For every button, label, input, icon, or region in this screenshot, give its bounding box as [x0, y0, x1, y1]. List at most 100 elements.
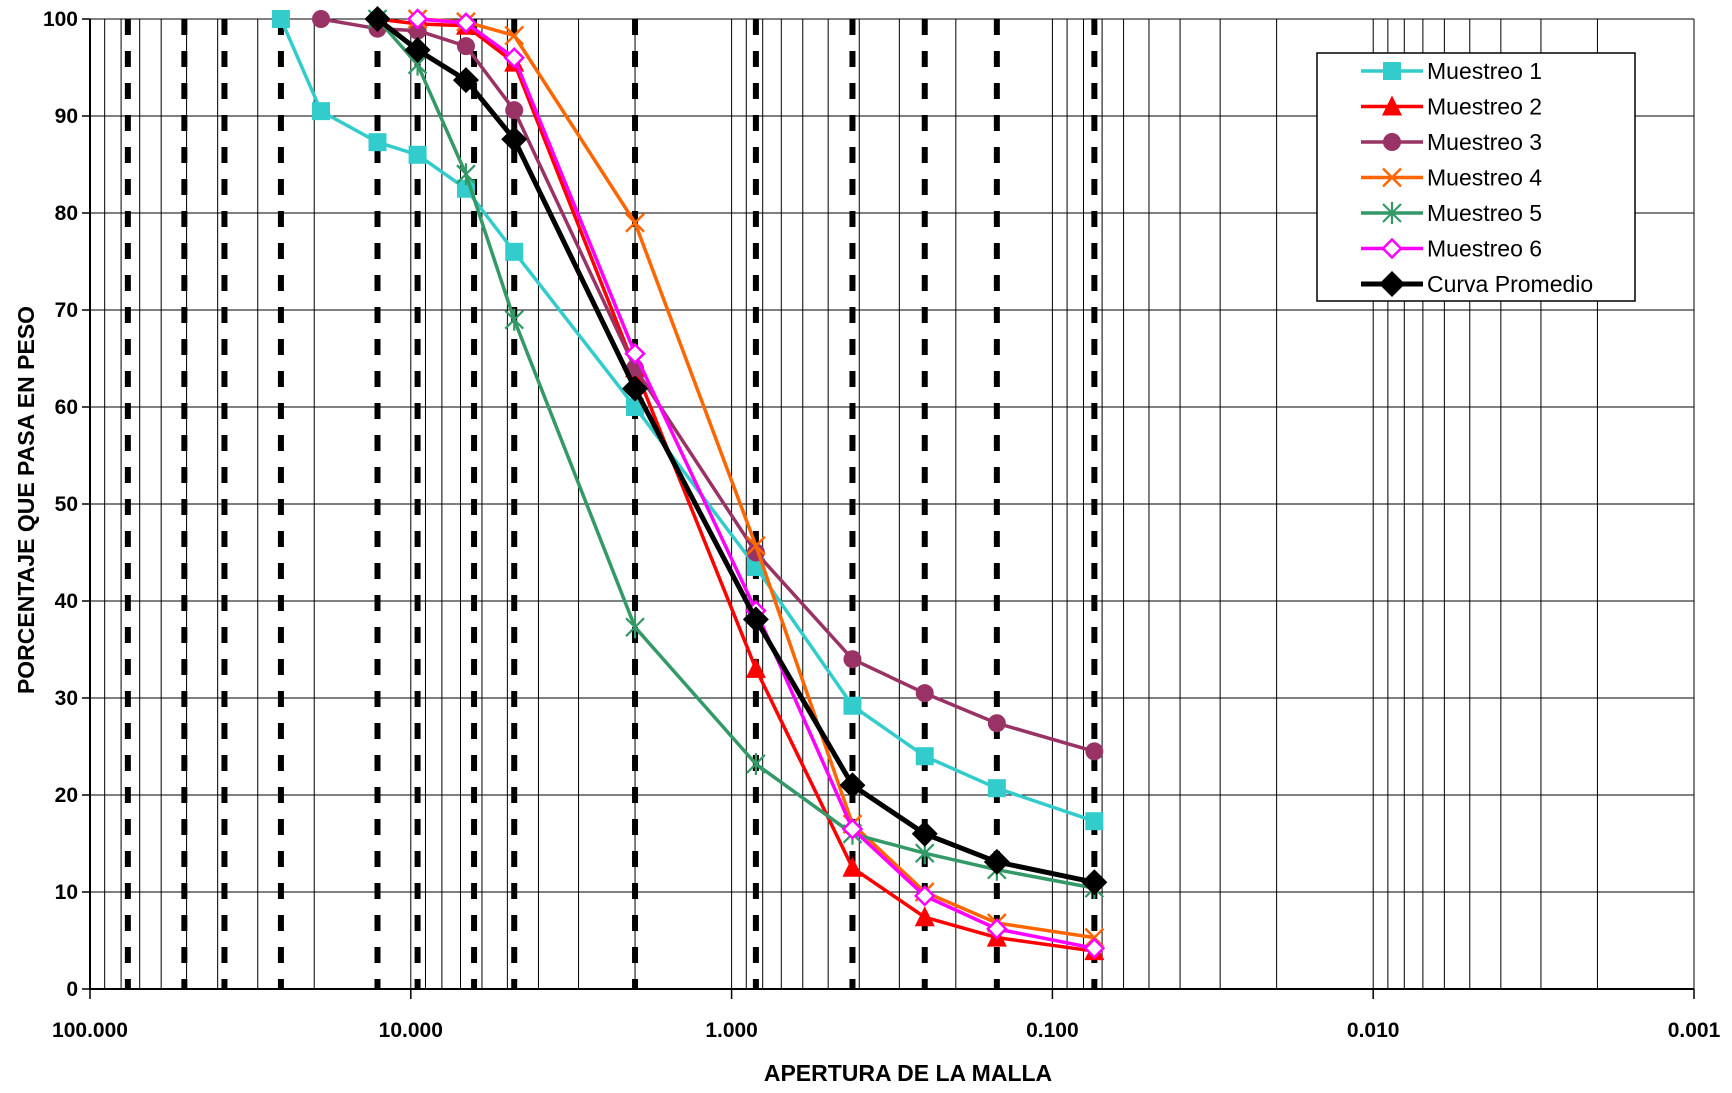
data-point — [1085, 812, 1104, 831]
series-line — [376, 17, 1095, 890]
legend-label: Curva Promedio — [1427, 271, 1593, 297]
y-tick-label: 10 — [55, 881, 78, 904]
data-point — [745, 657, 766, 678]
x-axis-title: APERTURA DE LA MALLA — [764, 1060, 1052, 1086]
data-point — [408, 145, 427, 164]
data-point — [986, 918, 1008, 940]
x-tick-label: 0.001 — [1668, 1019, 1721, 1042]
series-line — [320, 17, 1095, 754]
series-1 — [271, 10, 1104, 831]
legend-marker — [1381, 237, 1403, 260]
legend-label: Muestreo 2 — [1427, 94, 1542, 120]
data-point — [625, 212, 645, 233]
data-point — [456, 163, 476, 186]
data-point — [915, 684, 934, 703]
legend-marker — [1383, 133, 1401, 151]
dashed-verticals — [124, 19, 1098, 989]
series-5 — [367, 8, 1105, 900]
series-layer — [271, 6, 1108, 961]
y-tick-label: 100 — [43, 8, 78, 31]
data-point — [404, 37, 431, 64]
data-point — [842, 856, 863, 877]
y-tick-label: 50 — [55, 493, 78, 516]
legend-label: Muestreo 1 — [1427, 58, 1542, 84]
data-point — [364, 6, 391, 32]
legend-entry: Muestreo 6 — [1361, 236, 1542, 262]
legend-marker — [1382, 202, 1402, 224]
data-point — [312, 10, 331, 28]
data-point — [312, 102, 331, 121]
legend-label: Muestreo 4 — [1427, 165, 1542, 191]
x-tick-label: 1.000 — [705, 1019, 758, 1042]
data-point — [622, 375, 649, 402]
data-point — [625, 616, 645, 639]
y-tick-label: 90 — [55, 105, 78, 128]
series-7 — [364, 6, 1108, 896]
series-line — [377, 17, 1095, 953]
data-point — [983, 848, 1010, 875]
legend-marker — [1382, 167, 1402, 188]
legend-entry: Curva Promedio — [1361, 271, 1593, 297]
data-point — [987, 714, 1006, 733]
data-point — [742, 606, 769, 633]
legend-label: Muestreo 3 — [1427, 129, 1542, 155]
data-point — [843, 696, 862, 715]
data-point — [505, 242, 524, 261]
legend: Muestreo 1 Muestreo 2 Muestreo 3 Muestreo 4… — [1316, 52, 1636, 302]
data-point — [455, 12, 477, 34]
data-point — [406, 8, 429, 30]
data-point — [987, 779, 1006, 798]
data-point — [505, 101, 524, 120]
legend-marker — [1383, 62, 1401, 80]
y-tick-label: 0 — [66, 978, 78, 1001]
data-point — [501, 126, 528, 153]
y-tick-label: 20 — [55, 784, 78, 807]
data-point — [911, 820, 938, 847]
data-point — [1085, 742, 1104, 761]
y-axis-title: PORCENTAJE QUE PASA EN PESO — [13, 306, 39, 694]
series-line — [279, 18, 1095, 823]
data-point — [913, 885, 936, 907]
grid-layer — [90, 18, 1695, 990]
data-point — [841, 818, 864, 840]
x-tick-label: 0.100 — [1026, 1019, 1079, 1042]
data-point — [504, 308, 525, 331]
legend-label: Muestreo 5 — [1427, 200, 1542, 226]
data-point — [271, 10, 290, 28]
legend-label: Muestreo 6 — [1427, 236, 1542, 262]
legend-entry: Muestreo 4 — [1361, 165, 1542, 191]
data-point — [746, 535, 766, 556]
data-point — [624, 342, 646, 365]
data-point — [1083, 937, 1106, 960]
series-3 — [312, 10, 1104, 761]
data-point — [839, 772, 866, 799]
y-tick-label: 60 — [55, 396, 78, 419]
data-point — [408, 21, 427, 40]
data-point — [1081, 869, 1108, 896]
series-2 — [367, 8, 1105, 961]
data-point — [915, 747, 934, 766]
data-point — [452, 67, 479, 94]
legend-entry: Muestreo 3 — [1361, 129, 1542, 155]
y-tick-label: 40 — [55, 590, 78, 613]
legend-entry: Muestreo 1 — [1361, 58, 1542, 84]
data-point — [843, 650, 862, 669]
y-tick-label: 30 — [55, 687, 78, 710]
x-tick-label: 10.000 — [379, 1019, 443, 1042]
data-point — [914, 906, 935, 927]
legend-marker — [1379, 271, 1405, 297]
legend-marker — [1382, 95, 1402, 116]
legend-entry: Muestreo 5 — [1361, 200, 1542, 226]
y-tick-label: 80 — [55, 202, 78, 225]
data-point — [746, 752, 766, 775]
data-point — [368, 133, 387, 152]
axes-layer: 0 10 20 30 40 50 60 70 80 90 100 100.000 10.000 1.000… — [43, 8, 1721, 1042]
y-tick-label: 70 — [55, 299, 78, 322]
data-point — [503, 47, 525, 69]
series-line — [375, 17, 1095, 885]
data-point — [504, 25, 525, 46]
x-tick-label: 100.000 — [52, 1019, 128, 1042]
data-point — [456, 37, 475, 56]
